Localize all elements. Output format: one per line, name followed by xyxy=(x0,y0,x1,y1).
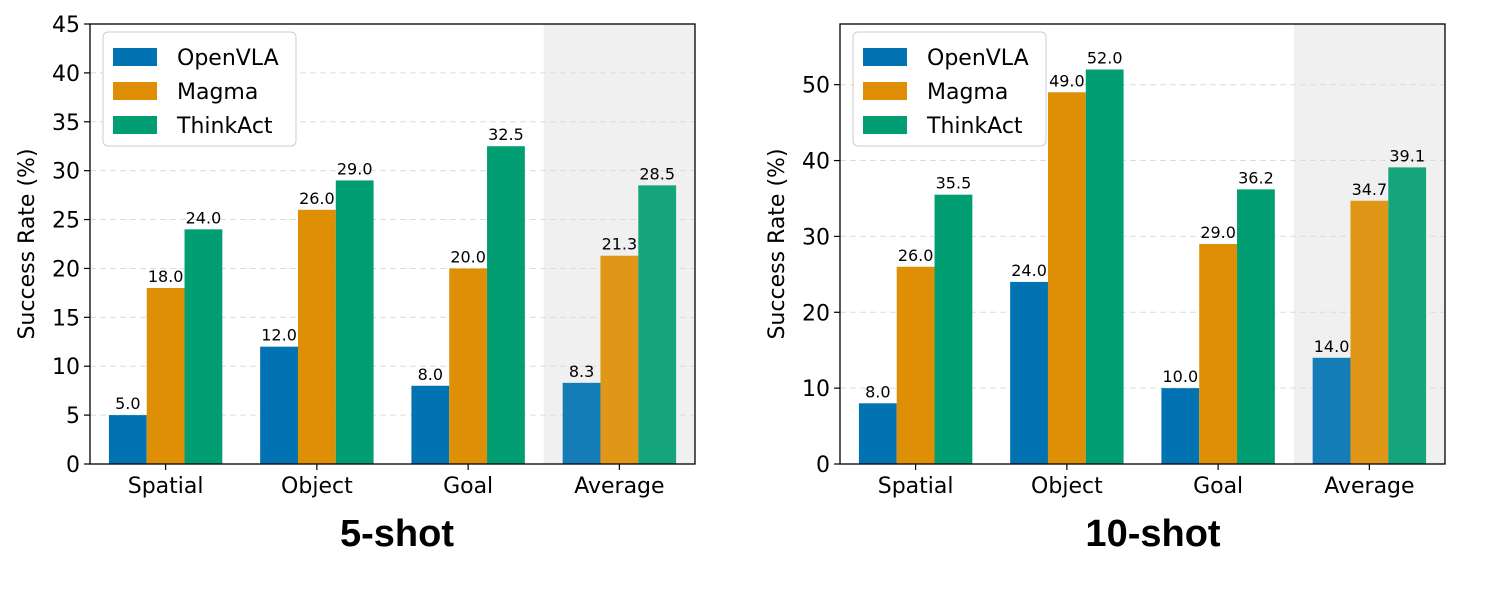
bar-thinkact-goal xyxy=(487,146,525,464)
data-label-magma-average: 34.7 xyxy=(1352,180,1388,199)
y-tick-label: 30 xyxy=(52,160,80,185)
bar-magma-spatial xyxy=(896,266,935,464)
data-label-openvla-object: 12.0 xyxy=(261,326,297,345)
y-axis-label: Success Rate (%) xyxy=(15,148,40,339)
y-axis-label: Success Rate (%) xyxy=(765,148,790,339)
data-label-thinkact-average: 39.1 xyxy=(1389,146,1425,165)
x-tick-label-average: Average xyxy=(574,474,664,499)
data-label-openvla-goal: 8.0 xyxy=(418,365,443,384)
legend-swatch-thinkact xyxy=(113,116,157,134)
legend-label-openvla: OpenVLA xyxy=(177,46,279,71)
bar-magma-object xyxy=(297,209,336,464)
data-label-thinkact-object: 29.0 xyxy=(337,159,373,178)
data-label-magma-goal: 29.0 xyxy=(1200,223,1236,242)
legend-label-thinkact: ThinkAct xyxy=(926,114,1023,139)
bar-magma-goal xyxy=(449,268,488,464)
legend-label-thinkact: ThinkAct xyxy=(176,114,273,139)
data-label-openvla-spatial: 5.0 xyxy=(115,394,140,413)
chart-title-10-shot: 10-shot xyxy=(1085,513,1221,555)
data-label-magma-spatial: 26.0 xyxy=(898,246,934,265)
x-tick-label-object: Object xyxy=(281,474,353,499)
legend-label-openvla: OpenVLA xyxy=(927,46,1029,71)
data-label-openvla-average: 8.3 xyxy=(569,362,594,381)
chart-title-5-shot: 5-shot xyxy=(340,513,454,555)
bar-thinkact-object xyxy=(1085,69,1124,464)
data-label-thinkact-spatial: 24.0 xyxy=(186,208,222,227)
data-label-magma-object: 49.0 xyxy=(1049,71,1085,90)
y-tick-label: 20 xyxy=(802,301,830,326)
y-tick-label: 40 xyxy=(802,150,830,175)
bar-openvla-average xyxy=(1312,357,1351,464)
bar-thinkact-spatial xyxy=(934,194,973,465)
bar-thinkact-object xyxy=(335,180,374,464)
y-tick-label: 15 xyxy=(52,306,80,331)
data-label-thinkact-object: 52.0 xyxy=(1087,49,1123,68)
data-label-thinkact-spatial: 35.5 xyxy=(936,174,972,193)
y-tick-label: 40 xyxy=(52,62,80,87)
plot-frame xyxy=(89,23,696,465)
bar-openvla-object xyxy=(260,346,298,464)
y-tick-label: 30 xyxy=(802,225,830,250)
bar-magma-spatial xyxy=(146,288,185,464)
legend-swatch-magma xyxy=(113,82,157,100)
x-tick-label-spatial: Spatial xyxy=(878,474,954,499)
legend-swatch-magma xyxy=(863,82,907,100)
data-label-magma-object: 26.0 xyxy=(299,189,335,208)
y-tick-label: 0 xyxy=(66,453,80,478)
x-tick-label-object: Object xyxy=(1031,474,1103,499)
data-label-openvla-average: 14.0 xyxy=(1314,337,1350,356)
legend-swatch-openvla xyxy=(113,48,157,66)
bar-openvla-object xyxy=(1010,281,1048,464)
legend-swatch-openvla xyxy=(863,48,907,66)
y-tick-label: 5 xyxy=(66,404,80,429)
legend-label-magma: Magma xyxy=(927,80,1008,105)
bar-openvla-spatial xyxy=(108,415,147,464)
y-tick-label: 50 xyxy=(802,74,830,99)
data-label-thinkact-average: 28.5 xyxy=(639,164,675,183)
bar-magma-object xyxy=(1047,92,1086,464)
bar-magma-average xyxy=(1350,200,1389,465)
bar-openvla-average xyxy=(562,382,601,464)
data-label-magma-spatial: 18.0 xyxy=(148,267,184,286)
legend-label-magma: Magma xyxy=(177,80,258,105)
legend-swatch-thinkact xyxy=(863,116,907,134)
bar-openvla-goal xyxy=(1161,388,1200,464)
data-label-openvla-spatial: 8.0 xyxy=(865,382,890,401)
y-tick-label: 0 xyxy=(816,453,830,478)
bar-magma-average xyxy=(600,255,639,464)
data-label-thinkact-goal: 32.5 xyxy=(488,125,524,144)
bar-magma-goal xyxy=(1199,244,1238,464)
y-tick-label: 20 xyxy=(52,257,80,282)
data-label-thinkact-goal: 36.2 xyxy=(1238,168,1274,187)
y-tick-label: 25 xyxy=(52,209,80,234)
plot-frame xyxy=(839,23,1446,465)
y-tick-label: 35 xyxy=(52,111,80,136)
bar-thinkact-spatial xyxy=(184,229,223,464)
data-label-openvla-goal: 10.0 xyxy=(1163,367,1199,386)
x-tick-label-goal: Goal xyxy=(443,474,493,499)
x-tick-label-goal: Goal xyxy=(1193,474,1243,499)
bar-openvla-spatial xyxy=(858,403,897,464)
y-tick-label: 10 xyxy=(52,355,80,380)
x-tick-label-average: Average xyxy=(1324,474,1414,499)
data-label-openvla-object: 24.0 xyxy=(1011,261,1047,280)
y-tick-label: 10 xyxy=(802,377,830,402)
bar-thinkact-average xyxy=(638,185,677,465)
data-label-magma-goal: 20.0 xyxy=(450,247,486,266)
data-label-magma-average: 21.3 xyxy=(602,235,638,254)
y-tick-label: 45 xyxy=(52,13,80,38)
bar-openvla-goal xyxy=(411,385,450,464)
bar-thinkact-goal xyxy=(1237,189,1275,464)
x-tick-label-spatial: Spatial xyxy=(128,474,204,499)
bar-thinkact-average xyxy=(1388,167,1427,464)
